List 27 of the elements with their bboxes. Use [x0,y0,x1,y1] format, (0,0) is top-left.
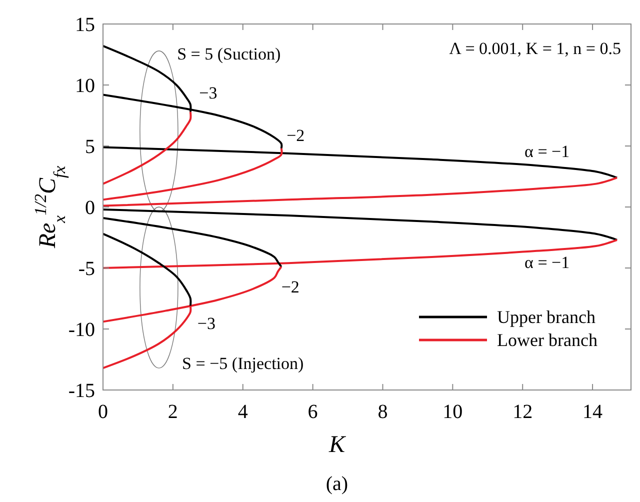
legend-label: Upper branch [497,307,596,327]
x-tick-label: 8 [378,401,388,423]
annotation: Λ = 0.001, K = 1, n = 0.5 [449,39,621,58]
y-tick-label: -10 [68,319,95,341]
annotation: α = −1 [524,252,570,272]
annotation: α = −1 [524,142,570,161]
x-tick-label: 6 [308,401,318,423]
y-tick-label: -5 [78,258,95,280]
annotation: −3 [197,314,216,333]
annotation: S = −5 (Injection) [182,354,304,374]
y-tick-label: 15 [75,14,95,36]
y-tick-label: 10 [75,75,95,97]
y-tick-label: -15 [68,380,95,402]
x-tick-label: 2 [168,401,178,423]
x-tick-label: 4 [238,401,248,423]
annotation: S = 5 (Suction) [177,44,281,64]
annotation: −2 [286,126,305,146]
x-tick-label: 14 [582,401,603,423]
text: (a) [326,473,348,495]
y-tick-label: 0 [85,197,95,219]
x-tick-label: 10 [442,401,463,423]
y-tick-label: 5 [85,136,95,158]
x-axis-title: K [328,432,347,458]
legend-label: Lower branch [497,330,598,350]
annotation: −2 [281,277,300,296]
x-tick-label: 12 [512,401,533,423]
annotation: −3 [199,83,218,102]
